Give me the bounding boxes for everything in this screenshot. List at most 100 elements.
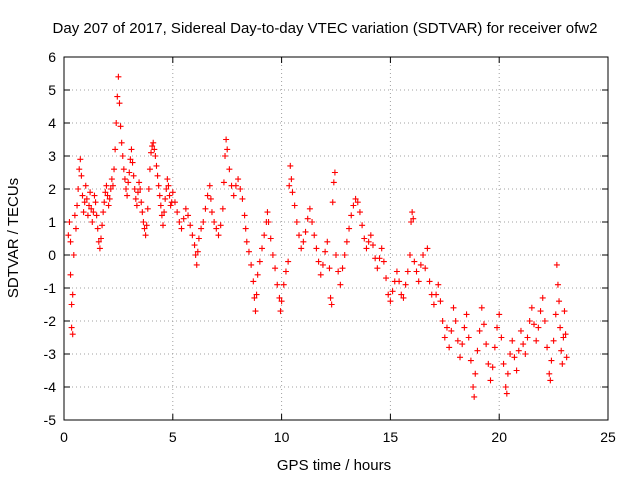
data-point: [130, 172, 137, 179]
data-point: [504, 370, 511, 377]
data-point: [107, 186, 114, 192]
data-point: [223, 136, 230, 143]
data-point: [331, 169, 338, 176]
data-point: [66, 219, 73, 225]
data-point: [285, 258, 292, 265]
data-point: [167, 202, 174, 209]
data-point: [79, 192, 86, 199]
data-point: [241, 212, 248, 219]
data-point: [328, 301, 335, 308]
data-point: [522, 351, 529, 357]
data-point: [158, 212, 165, 219]
data-point: [264, 209, 271, 216]
data-point: [112, 146, 119, 153]
data-point: [300, 238, 307, 245]
data-point: [437, 298, 444, 305]
data-point: [539, 294, 546, 301]
data-point: [224, 146, 231, 153]
data-point: [67, 238, 74, 245]
data-point: [408, 219, 415, 225]
data-point: [400, 294, 407, 301]
data-point: [363, 245, 370, 252]
data-point: [454, 337, 461, 344]
grid-lines: [64, 57, 608, 420]
data-point: [213, 225, 220, 232]
data-point: [533, 337, 540, 344]
data-point: [269, 252, 276, 258]
data-point: [189, 232, 196, 239]
data-point: [369, 242, 376, 249]
data-point: [138, 199, 145, 206]
data-point: [500, 360, 507, 367]
data-point: [413, 268, 420, 275]
data-point: [75, 186, 82, 192]
data-point: [402, 281, 409, 288]
data-point: [430, 301, 437, 308]
data-point: [121, 176, 128, 183]
data-point: [157, 202, 164, 209]
data-point: [134, 189, 141, 196]
data-point: [235, 176, 242, 183]
y-tick-label: -2: [44, 313, 57, 329]
data-point: [365, 238, 372, 245]
data-point: [398, 291, 405, 298]
data-point: [137, 186, 144, 192]
data-point: [124, 192, 131, 199]
data-point: [155, 182, 162, 189]
data-point: [83, 195, 90, 202]
data-point: [302, 228, 309, 235]
data-point: [220, 179, 227, 186]
y-tick-label: 1: [48, 214, 56, 230]
data-point: [185, 212, 192, 219]
data-point: [76, 166, 83, 173]
data-point: [141, 225, 148, 232]
data-point: [88, 205, 95, 212]
data-point: [139, 209, 146, 216]
data-point: [245, 248, 252, 255]
data-point: [102, 189, 109, 196]
data-point: [133, 202, 140, 209]
data-point: [478, 304, 485, 311]
data-point: [552, 311, 559, 318]
data-point: [82, 182, 89, 189]
data-point: [161, 209, 168, 216]
data-point: [520, 341, 527, 348]
data-point: [95, 238, 102, 245]
data-point: [562, 331, 569, 338]
data-point: [359, 222, 366, 229]
data-point: [450, 304, 457, 311]
y-tick-label: 5: [48, 82, 56, 98]
data-point: [387, 298, 394, 305]
data-point: [317, 271, 324, 278]
data-point: [215, 232, 222, 239]
data-point: [544, 344, 551, 351]
data-point: [72, 225, 79, 232]
data-point: [491, 344, 498, 351]
data-point: [248, 261, 255, 268]
data-point: [472, 370, 479, 377]
data-point: [335, 268, 342, 275]
data-point: [145, 186, 152, 192]
data-point: [502, 384, 509, 390]
data-point: [254, 271, 261, 278]
data-point: [547, 377, 554, 384]
data-point: [411, 258, 418, 265]
data-point: [174, 209, 181, 216]
data-point: [535, 324, 542, 331]
data-point: [406, 252, 413, 258]
data-point: [507, 351, 514, 357]
data-point: [90, 209, 97, 216]
x-tick-label: 0: [60, 429, 68, 445]
data-point: [136, 179, 143, 186]
data-point: [324, 238, 331, 245]
data-point: [127, 156, 134, 163]
data-point: [267, 235, 274, 242]
data-point: [541, 318, 548, 324]
data-point: [126, 169, 133, 176]
data-point: [509, 337, 516, 344]
x-tick-label: 20: [491, 429, 507, 445]
data-point: [206, 182, 213, 189]
data-point: [496, 311, 503, 318]
y-axis-label: SDTVAR / TECUs: [5, 178, 22, 298]
data-point: [108, 176, 115, 183]
